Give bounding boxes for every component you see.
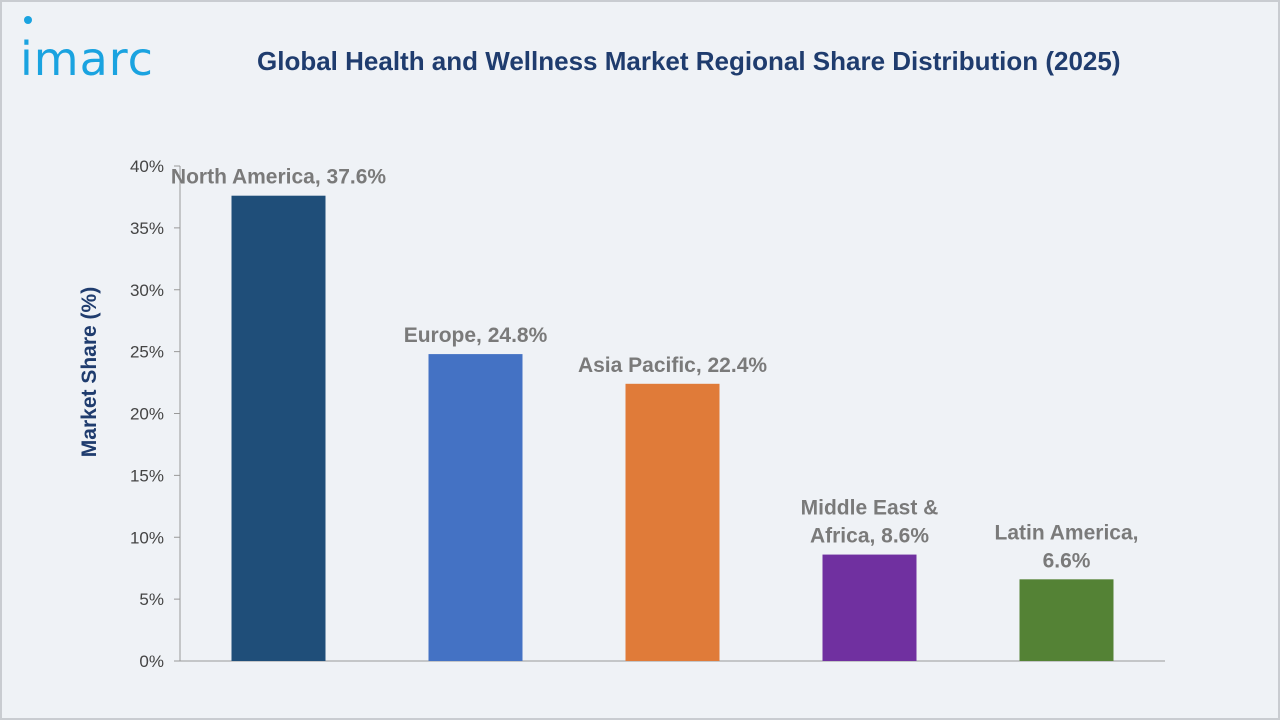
data-label: North America, 37.6% (171, 166, 386, 189)
data-label: Africa, 8.6% (810, 525, 929, 548)
y-tick-label: 40% (130, 157, 164, 176)
data-label: Middle East & (801, 497, 939, 520)
data-label: Europe, 24.8% (404, 324, 548, 347)
bar-latin-america (1019, 579, 1114, 661)
bar-asia-pacific (625, 383, 720, 661)
data-label: Latin America, (995, 521, 1139, 544)
bar-middle-east-africa (822, 554, 917, 661)
y-tick-label: 10% (130, 528, 164, 547)
bar-europe (428, 354, 523, 661)
y-tick-label: 5% (139, 590, 164, 609)
y-tick-label: 35% (130, 219, 164, 238)
bar-north-america (231, 195, 326, 661)
chart-title: Global Health and Wellness Market Region… (257, 46, 1121, 76)
y-tick-label: 20% (130, 405, 164, 424)
y-tick-label: 30% (130, 281, 164, 300)
imarc-logo: imarc (20, 32, 154, 86)
data-label: 6.6% (1043, 549, 1091, 572)
y-tick-label: 0% (139, 652, 164, 671)
logo-dot (24, 16, 32, 24)
y-tick-label: 15% (130, 466, 164, 485)
y-tick-label: 25% (130, 343, 164, 362)
data-label: Asia Pacific, 22.4% (578, 354, 767, 377)
